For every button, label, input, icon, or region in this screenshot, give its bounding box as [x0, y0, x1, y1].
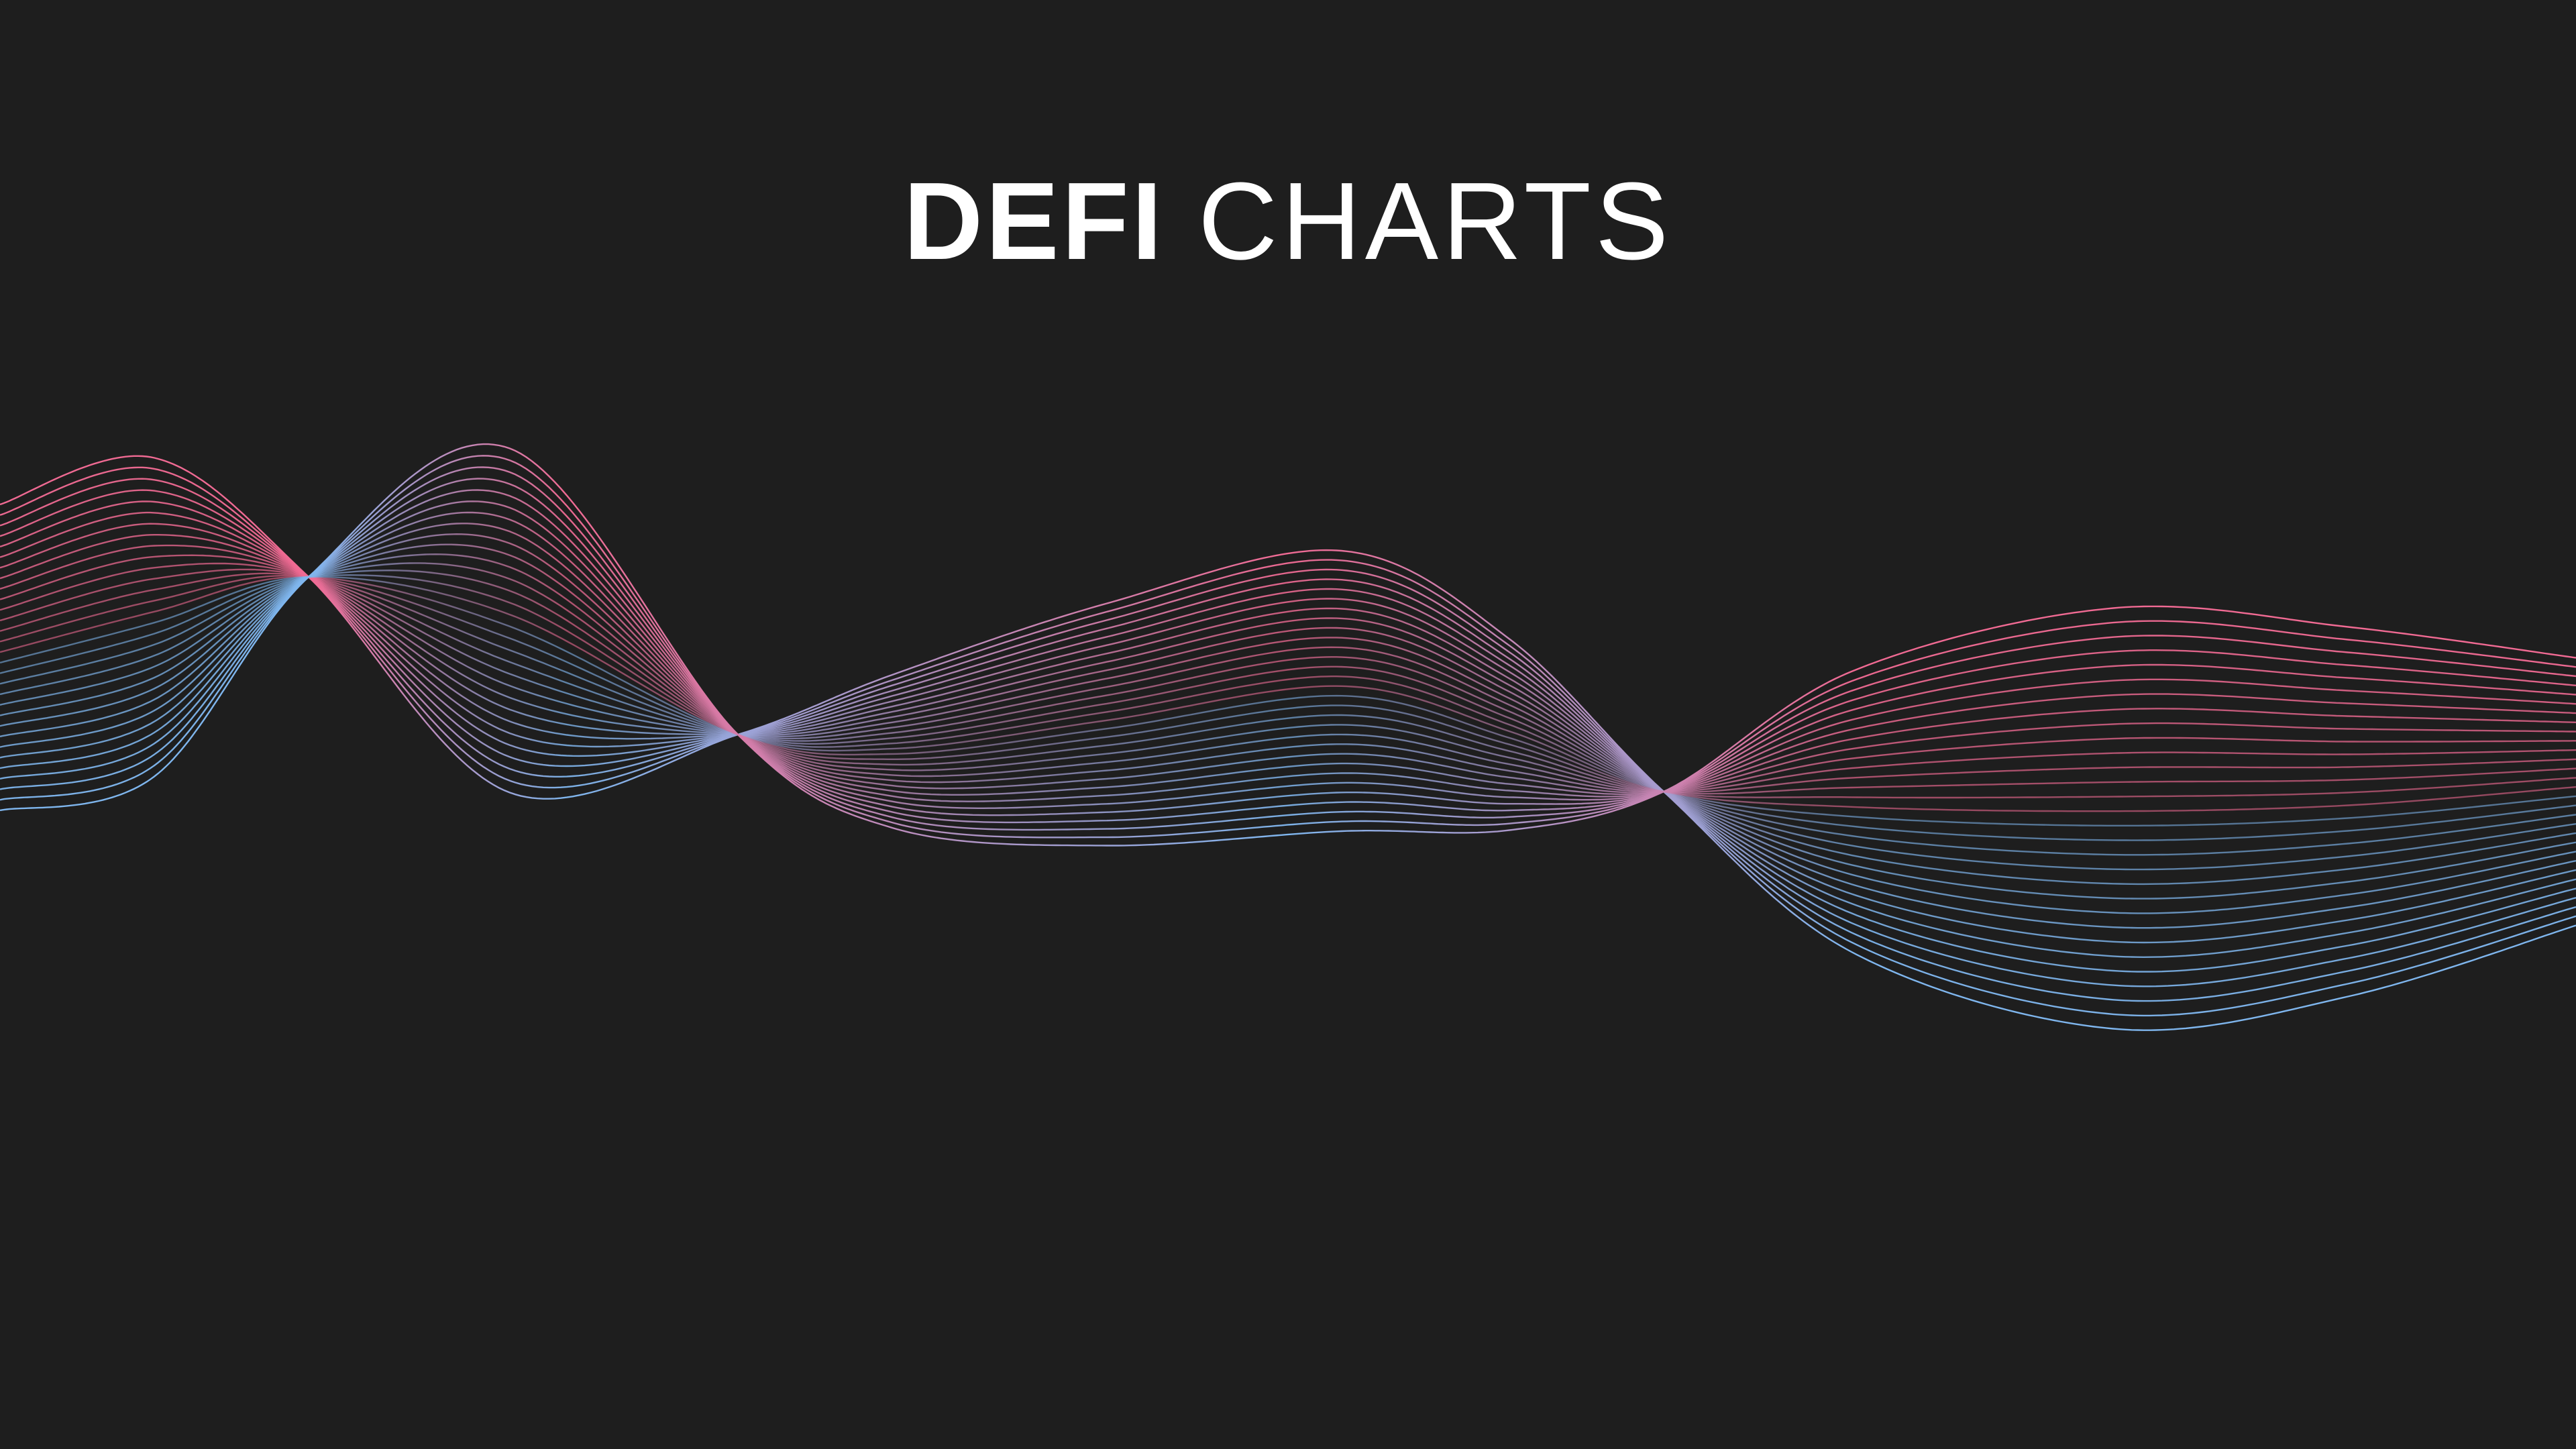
- wave-line: [0, 489, 2576, 987]
- page-title: DEFI CHARTS: [0, 161, 2576, 282]
- wave-line: [0, 500, 2576, 809]
- wave-line: [0, 478, 2576, 824]
- wave-line: [0, 523, 2576, 944]
- wave-line: [0, 576, 2576, 812]
- wave-line: [0, 443, 2576, 847]
- wave-line: [0, 544, 2576, 914]
- wave-line: [0, 455, 2576, 839]
- wave-line: [0, 534, 2576, 929]
- wave-line: [0, 478, 2576, 1002]
- wave-line: [0, 576, 2576, 826]
- wave-line: [0, 569, 2576, 795]
- title-bold-word: DEFI: [903, 160, 1165, 282]
- wave-line: [0, 455, 2576, 1031]
- wave-line: [0, 489, 2576, 816]
- wave-line: [0, 533, 2576, 794]
- wave-line: [0, 553, 2576, 793]
- wave-line: [0, 562, 2576, 793]
- wave-line: [0, 554, 2576, 900]
- wave-line: [0, 572, 2576, 856]
- wave-line: [0, 500, 2576, 973]
- wave-line: [0, 543, 2576, 793]
- wave-line: [0, 466, 2576, 1017]
- wave-line: [0, 466, 2576, 831]
- wave-line: [0, 568, 2576, 871]
- wave-line: [0, 575, 2576, 841]
- wave-line: [0, 574, 2576, 799]
- wave-line: [0, 511, 2576, 959]
- wave-line: [0, 562, 2576, 885]
- wave-line: [0, 523, 2576, 796]
- title-light-word: CHARTS: [1197, 160, 1673, 282]
- wave-line: [0, 511, 2576, 802]
